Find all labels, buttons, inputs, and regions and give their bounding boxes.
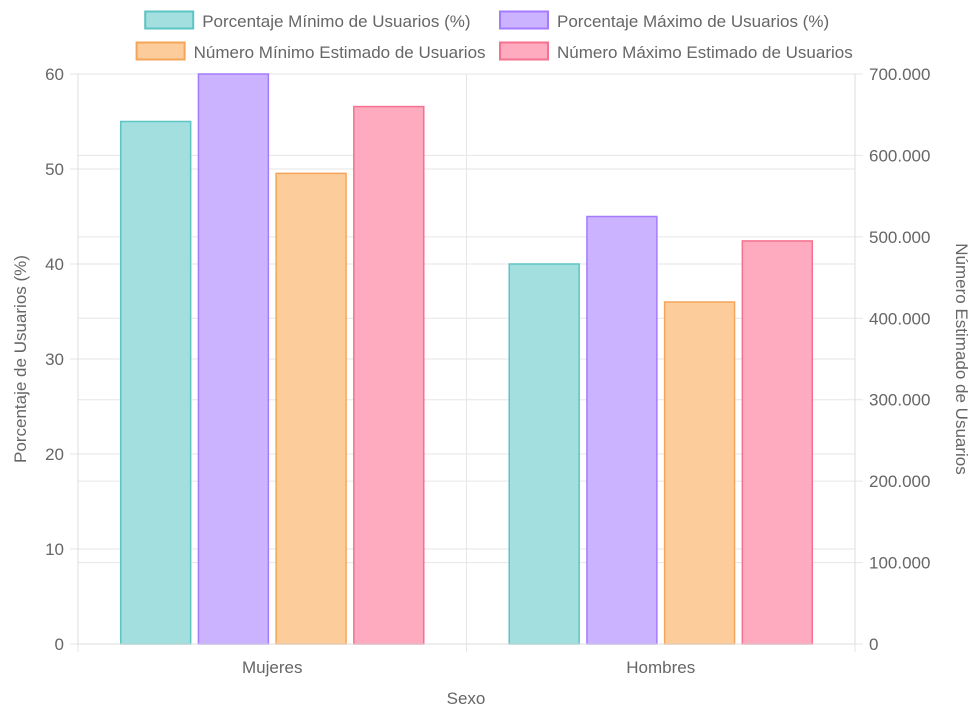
y-right-tick-label: 600.000	[869, 146, 930, 165]
legend-item[interactable]: Porcentaje Máximo de Usuarios (%)	[499, 10, 829, 32]
y-right-tick-label: 400.000	[869, 309, 930, 328]
legend-label: Número Mínimo Estimado de Usuarios	[194, 43, 486, 62]
bar	[508, 263, 580, 645]
bar	[353, 105, 425, 645]
legend-swatch	[499, 10, 549, 30]
legend-swatch	[499, 41, 549, 61]
y-axis-right-title: Número Estimado de Usuarios	[952, 243, 970, 474]
bar	[275, 172, 347, 645]
legend-item[interactable]: Número Máximo Estimado de Usuarios	[499, 41, 853, 63]
y-left-tick-label: 30	[45, 350, 64, 369]
legend-label: Porcentaje Mínimo de Usuarios (%)	[202, 12, 470, 31]
bar	[119, 120, 192, 645]
y-left-tick-label: 0	[55, 635, 64, 654]
bars-layer	[119, 73, 814, 645]
legend-item[interactable]: Número Mínimo Estimado de Usuarios	[135, 41, 486, 63]
legend-item[interactable]: Porcentaje Mínimo de Usuarios (%)	[144, 10, 471, 32]
bar	[663, 301, 736, 645]
axes-layer: 0 10 20 30 40 50 60 0 100.000 200.000 300.000 400.0…	[45, 65, 930, 677]
legend-label: Porcentaje Máximo de Usuarios (%)	[557, 12, 829, 31]
legend-label: Número Máximo Estimado de Usuarios	[557, 43, 853, 62]
y-right-tick-label: 500.000	[869, 228, 930, 247]
y-right-tick-label: 0	[869, 635, 878, 654]
bar	[741, 240, 814, 645]
y-left-tick-label: 40	[45, 255, 64, 274]
bar	[197, 73, 270, 645]
legend-swatch	[135, 41, 186, 61]
y-left-tick-label: 60	[45, 65, 64, 84]
x-tick-label: Hombres	[626, 658, 695, 677]
y-left-tick-label: 50	[45, 160, 64, 179]
y-right-tick-label: 700.000	[869, 65, 930, 84]
x-tick-label: Mujeres	[242, 658, 302, 677]
x-axis-title: Sexo	[447, 689, 486, 707]
y-left-tick-label: 20	[45, 445, 64, 464]
bar	[586, 215, 658, 645]
y-axis-left-title: Porcentaje de Usuarios (%)	[11, 255, 30, 463]
y-right-tick-label: 200.000	[869, 472, 930, 491]
legend[interactable]: Porcentaje Mínimo de Usuarios (%) Porcent…	[135, 10, 853, 63]
y-right-tick-label: 100.000	[869, 554, 930, 573]
y-right-tick-label: 300.000	[869, 391, 930, 410]
legend-swatch	[144, 10, 195, 30]
y-left-tick-label: 10	[45, 540, 64, 559]
